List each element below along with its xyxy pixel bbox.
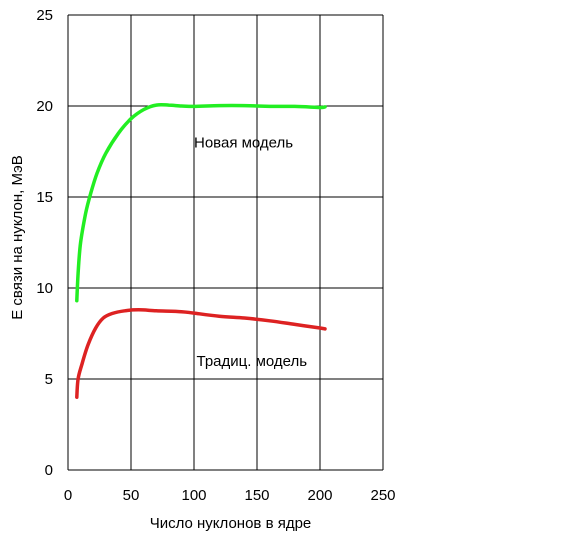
y-tick-label: 15 <box>36 189 53 206</box>
y-tick-label: 10 <box>36 280 53 297</box>
y-tick-label: 25 <box>36 7 53 24</box>
series-line-new-model <box>75 102 327 303</box>
x-tick-label: 0 <box>64 487 72 504</box>
y-tick-label: 20 <box>36 98 53 115</box>
series-layer <box>75 102 327 399</box>
x-tick-label: 50 <box>123 487 140 504</box>
x-tick-label: 100 <box>181 487 206 504</box>
x-axis-title: Число нуклонов в ядре <box>150 515 312 532</box>
y-tick-label: 5 <box>45 371 53 388</box>
x-tick-label: 150 <box>244 487 269 504</box>
grid <box>67 14 384 471</box>
annotation-traditional-model: Традиц. модель <box>197 353 308 370</box>
x-tick-label: 200 <box>307 487 332 504</box>
x-tick-label: 250 <box>370 487 395 504</box>
tick-labels: 0 50 100 150 200 250 0 5 10 15 20 25 <box>36 7 395 504</box>
annotation-new-model: Новая модель <box>194 134 293 151</box>
y-axis-title: E связи на нуклон, МэВ <box>9 155 26 320</box>
series-line-traditional-model <box>75 308 327 399</box>
y-tick-label: 0 <box>45 462 53 479</box>
